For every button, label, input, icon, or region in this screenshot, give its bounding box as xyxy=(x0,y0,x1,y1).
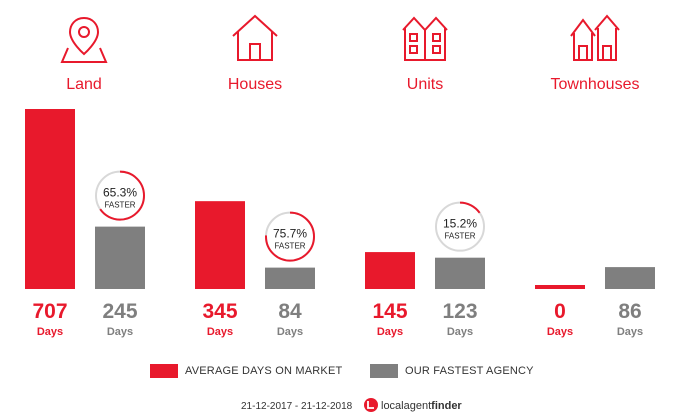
faster-ring-progress-houses xyxy=(265,211,315,262)
value-label-market-units: 145 xyxy=(372,300,407,323)
value-label-market-land: 707 xyxy=(32,300,67,323)
units-building-icon xyxy=(399,12,451,64)
faster-ring-progress-units xyxy=(435,201,485,252)
category-label-houses: Houses xyxy=(227,76,283,93)
bar-market-townhouses xyxy=(535,285,585,289)
value-label-agency-houses: 84 xyxy=(278,300,302,323)
category-label-townhouses: Townhouses xyxy=(550,76,640,93)
brand-name: localagentfinder xyxy=(381,400,462,412)
townhouses-icon xyxy=(569,12,621,64)
house-icon xyxy=(229,12,281,64)
value-label-agency-land: 245 xyxy=(102,300,137,323)
bar-agency-land xyxy=(95,226,145,289)
faster-percent-houses: 75.7% xyxy=(273,227,307,241)
faster-ring-progress-land xyxy=(95,170,145,221)
legend-swatch-agency xyxy=(370,364,398,378)
unit-label-agency-units: Days xyxy=(447,326,473,338)
unit-label-market-houses: Days xyxy=(207,326,233,338)
faster-caption-units: FASTER xyxy=(444,232,475,241)
value-label-market-houses: 345 xyxy=(202,300,237,323)
bar-agency-houses xyxy=(265,267,315,289)
brand-name-light: localagent xyxy=(381,400,432,412)
bar-agency-townhouses xyxy=(605,267,655,289)
faster-caption-houses: FASTER xyxy=(274,242,305,251)
unit-label-agency-houses: Days xyxy=(277,326,303,338)
unit-label-market-units: Days xyxy=(377,326,403,338)
map-pin-icon xyxy=(58,12,110,64)
category-label-units: Units xyxy=(406,76,444,93)
brand-name-bold: finder xyxy=(431,400,462,412)
bar-market-units xyxy=(365,252,415,289)
faster-percent-land: 65.3% xyxy=(103,186,137,200)
bar-market-land xyxy=(25,109,75,289)
legend-label-agency: OUR FASTEST AGENCY xyxy=(405,365,534,377)
date-range: 21-12-2017 - 21-12-2018 xyxy=(241,401,353,412)
category-label-land: Land xyxy=(66,76,102,93)
bar-market-houses xyxy=(195,201,245,289)
value-label-market-townhouses: 0 xyxy=(554,300,566,323)
value-label-agency-units: 123 xyxy=(442,300,477,323)
bar-agency-units xyxy=(435,257,485,289)
unit-label-market-townhouses: Days xyxy=(547,326,573,338)
faster-percent-units: 15.2% xyxy=(443,217,477,231)
unit-label-agency-land: Days xyxy=(107,326,133,338)
faster-caption-land: FASTER xyxy=(104,201,135,210)
unit-label-agency-townhouses: Days xyxy=(617,326,643,338)
localagentfinder-logo-icon xyxy=(364,398,378,412)
legend-label-market: AVERAGE DAYS ON MARKET xyxy=(185,365,343,377)
legend-swatch-market xyxy=(150,364,178,378)
unit-label-market-land: Days xyxy=(37,326,63,338)
value-label-agency-townhouses: 86 xyxy=(618,300,641,323)
